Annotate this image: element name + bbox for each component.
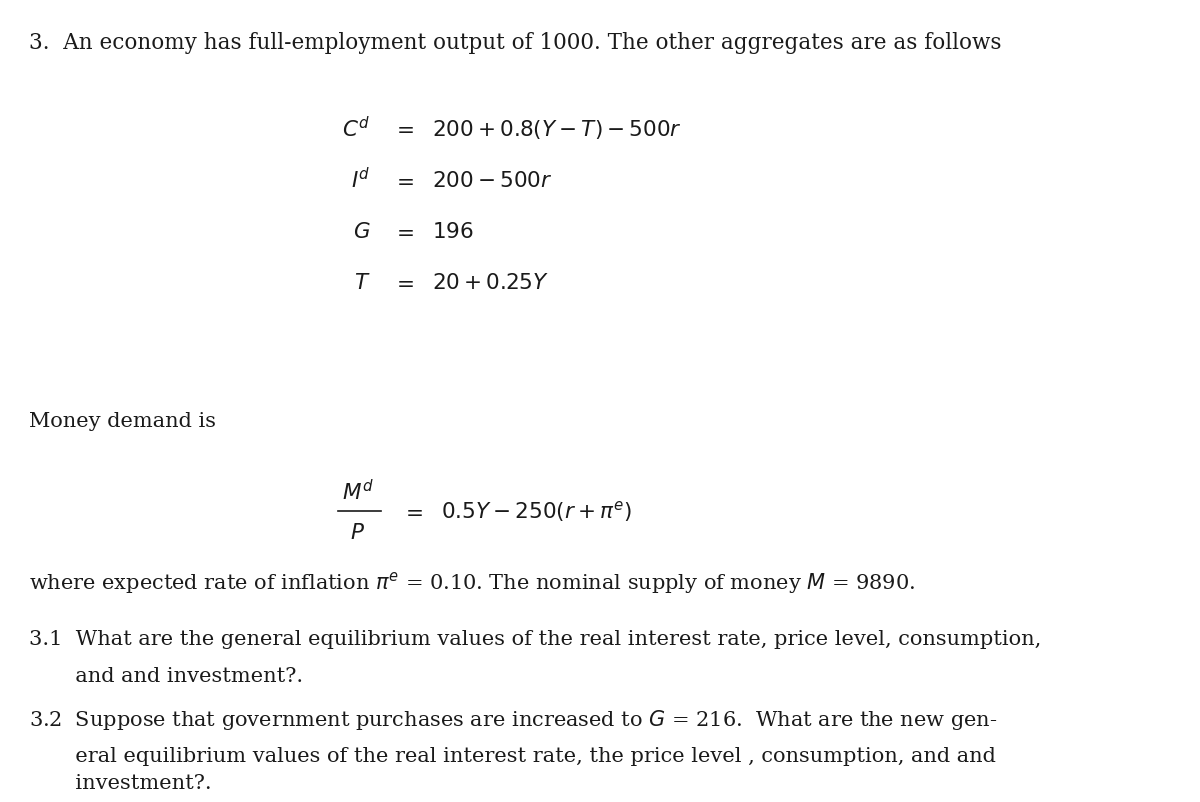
Text: $C^d$: $C^d$	[342, 116, 371, 142]
Text: $200 + 0.8(Y - T) - 500r$: $200 + 0.8(Y - T) - 500r$	[432, 118, 682, 140]
Text: eral equilibrium values of the real interest rate, the price level , consumption: eral equilibrium values of the real inte…	[29, 746, 996, 765]
Text: 3.1  What are the general equilibrium values of the real interest rate, price le: 3.1 What are the general equilibrium val…	[29, 630, 1040, 649]
Text: $P$: $P$	[350, 521, 365, 544]
Text: $0.5Y - 250(r + \pi^e)$: $0.5Y - 250(r + \pi^e)$	[442, 499, 631, 524]
Text: $I^d$: $I^d$	[352, 168, 371, 193]
Text: $196$: $196$	[432, 221, 474, 242]
Text: 3.  An economy has full-employment output of 1000. The other aggregates are as f: 3. An economy has full-employment output…	[29, 32, 1001, 54]
Text: where expected rate of inflation $\pi^e$ = 0.10. The nominal supply of money $M$: where expected rate of inflation $\pi^e$…	[29, 569, 914, 595]
Text: $=$: $=$	[392, 221, 414, 242]
Text: $M^d$: $M^d$	[342, 479, 373, 504]
Text: $T$: $T$	[354, 272, 371, 294]
Text: Money demand is: Money demand is	[29, 411, 216, 430]
Text: $200 - 500r$: $200 - 500r$	[432, 169, 553, 192]
Text: $=$: $=$	[392, 169, 414, 192]
Text: investment?.: investment?.	[29, 773, 211, 792]
Text: $=$: $=$	[401, 500, 422, 522]
Text: $=$: $=$	[392, 272, 414, 294]
Text: and and investment?.: and and investment?.	[29, 666, 302, 685]
Text: 3.2  Suppose that government purchases are increased to $G$ = 216.  What are the: 3.2 Suppose that government purchases ar…	[29, 707, 997, 731]
Text: $G$: $G$	[353, 221, 371, 242]
Text: $20 + 0.25Y$: $20 + 0.25Y$	[432, 272, 550, 294]
Text: $=$: $=$	[392, 118, 414, 140]
